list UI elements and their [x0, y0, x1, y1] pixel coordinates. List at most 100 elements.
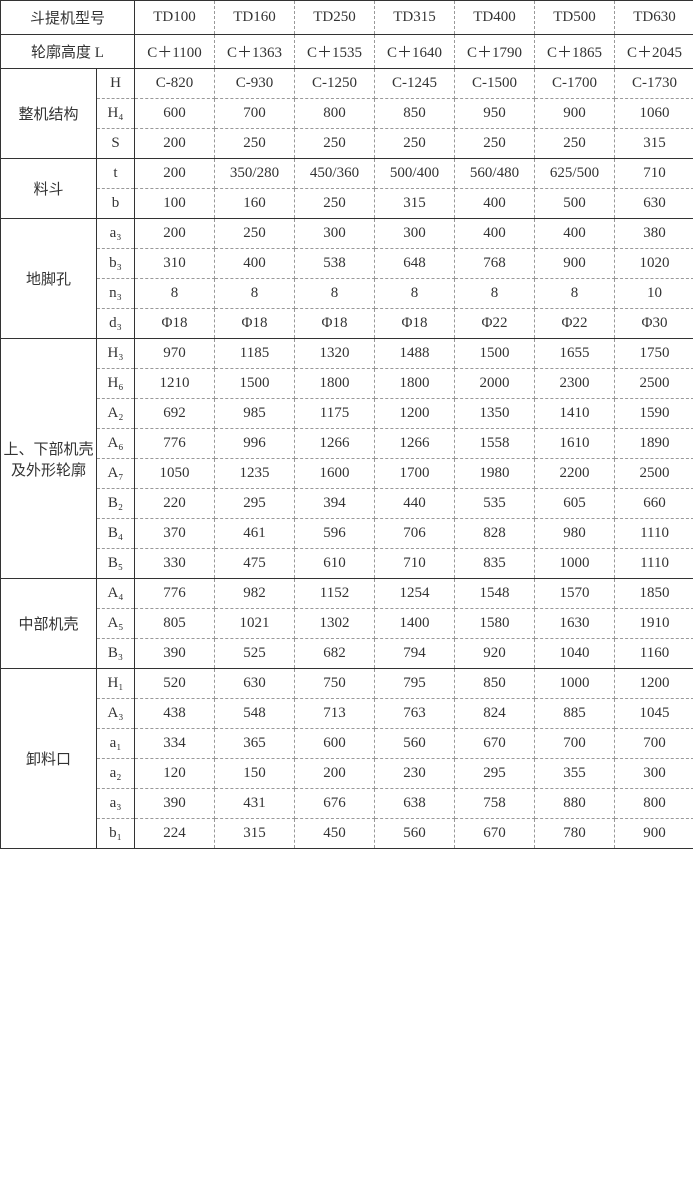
upper-lower-shell-label: 上、下部机壳及外形轮廓	[1, 339, 97, 579]
data-cell: 1570	[535, 579, 615, 609]
data-cell: 1350	[455, 399, 535, 429]
data-cell: 1060	[615, 99, 693, 129]
model-header: TD100	[135, 1, 215, 35]
data-cell: 8	[215, 279, 295, 309]
data-cell: 850	[375, 99, 455, 129]
data-cell: 500/400	[375, 159, 455, 189]
data-cell: 250	[375, 129, 455, 159]
data-cell: 300	[615, 759, 693, 789]
param-label: A₃	[97, 699, 135, 729]
param-label: A₂	[97, 399, 135, 429]
data-cell: 982	[215, 579, 295, 609]
data-cell: 535	[455, 489, 535, 519]
data-cell: 713	[295, 699, 375, 729]
data-cell: 880	[535, 789, 615, 819]
param-label: d₃	[97, 309, 135, 339]
data-cell: 1110	[615, 519, 693, 549]
data-cell: 768	[455, 249, 535, 279]
data-cell: 610	[295, 549, 375, 579]
data-cell: 500	[535, 189, 615, 219]
data-cell: 1254	[375, 579, 455, 609]
data-cell: 300	[295, 219, 375, 249]
data-cell: C-1730	[615, 69, 693, 99]
profile-height-value: C＋1865	[535, 35, 615, 69]
data-cell: 1110	[615, 549, 693, 579]
data-cell: C-1700	[535, 69, 615, 99]
data-cell: 1200	[615, 669, 693, 699]
data-cell: 390	[135, 789, 215, 819]
data-cell: 605	[535, 489, 615, 519]
data-cell: 1160	[615, 639, 693, 669]
data-cell: 10	[615, 279, 693, 309]
data-cell: 295	[215, 489, 295, 519]
data-cell: 1021	[215, 609, 295, 639]
data-cell: Φ18	[375, 309, 455, 339]
data-cell: C-820	[135, 69, 215, 99]
data-cell: 710	[615, 159, 693, 189]
data-cell: 660	[615, 489, 693, 519]
data-cell: 600	[295, 729, 375, 759]
data-cell: 310	[135, 249, 215, 279]
data-cell: 100	[135, 189, 215, 219]
table-row: A₇1050123516001700198022002500	[1, 459, 693, 489]
data-cell: 2500	[615, 459, 693, 489]
data-cell: 8	[455, 279, 535, 309]
data-cell: 250	[215, 129, 295, 159]
data-cell: 120	[135, 759, 215, 789]
data-cell: 560/480	[455, 159, 535, 189]
data-cell: 670	[455, 819, 535, 849]
table-row: b₃3104005386487689001020	[1, 249, 693, 279]
table-row: n₃88888810	[1, 279, 693, 309]
table-row: A₅805102113021400158016301910	[1, 609, 693, 639]
data-cell: 400	[535, 219, 615, 249]
table-row: A₃4385487137638248851045	[1, 699, 693, 729]
data-cell: 763	[375, 699, 455, 729]
data-cell: 200	[295, 759, 375, 789]
data-cell: 400	[455, 189, 535, 219]
table-row: 整机结构HC-820C-930C-1250C-1245C-1500C-1700C…	[1, 69, 693, 99]
data-cell: 1175	[295, 399, 375, 429]
data-cell: 400	[455, 219, 535, 249]
profile-height-value: C＋1363	[215, 35, 295, 69]
data-cell: 8	[375, 279, 455, 309]
data-cell: 350/280	[215, 159, 295, 189]
model-header: TD160	[215, 1, 295, 35]
data-cell: Φ18	[295, 309, 375, 339]
machine-structure-label: 整机结构	[1, 69, 97, 159]
data-cell: 692	[135, 399, 215, 429]
data-cell: 355	[535, 759, 615, 789]
table-row: B₄3704615967068289801110	[1, 519, 693, 549]
data-cell: 370	[135, 519, 215, 549]
profile-height-value: C＋1640	[375, 35, 455, 69]
param-label: S	[97, 129, 135, 159]
data-cell: 365	[215, 729, 295, 759]
data-cell: 1600	[295, 459, 375, 489]
data-cell: 160	[215, 189, 295, 219]
data-cell: 450/360	[295, 159, 375, 189]
data-cell: 1558	[455, 429, 535, 459]
data-cell: 805	[135, 609, 215, 639]
data-cell: 1410	[535, 399, 615, 429]
model-header: TD315	[375, 1, 455, 35]
data-cell: 1800	[295, 369, 375, 399]
data-cell: 638	[375, 789, 455, 819]
data-cell: 980	[535, 519, 615, 549]
profile-height-row: 轮廓高度 LC＋1100C＋1363C＋1535C＋1640C＋1790C＋18…	[1, 35, 693, 69]
table-row: A₂69298511751200135014101590	[1, 399, 693, 429]
data-cell: 1040	[535, 639, 615, 669]
param-label: B₅	[97, 549, 135, 579]
param-label: H	[97, 69, 135, 99]
data-cell: 900	[535, 249, 615, 279]
data-cell: 250	[215, 219, 295, 249]
discharge-port-label: 卸料口	[1, 669, 97, 849]
data-cell: 230	[375, 759, 455, 789]
data-cell: 1266	[295, 429, 375, 459]
data-cell: 1488	[375, 339, 455, 369]
data-cell: 520	[135, 669, 215, 699]
data-cell: 900	[535, 99, 615, 129]
middle-shell-label: 中部机壳	[1, 579, 97, 669]
data-cell: 850	[455, 669, 535, 699]
data-cell: Φ22	[455, 309, 535, 339]
data-cell: 1500	[215, 369, 295, 399]
data-cell: 525	[215, 639, 295, 669]
